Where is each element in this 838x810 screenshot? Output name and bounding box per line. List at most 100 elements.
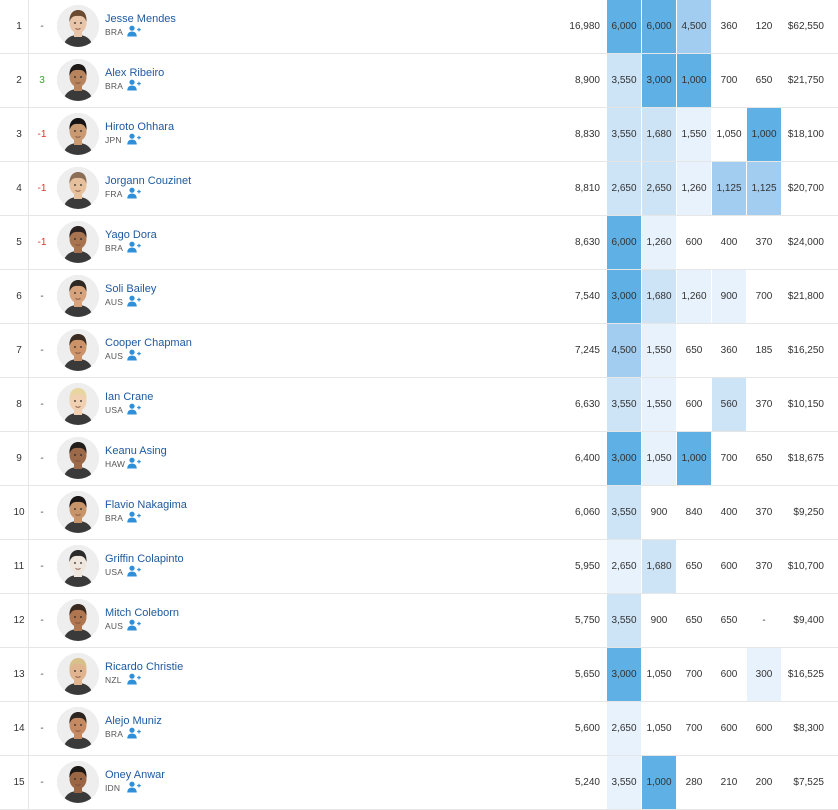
avatar[interactable] bbox=[57, 437, 99, 479]
total-points: 8,830 bbox=[574, 129, 600, 140]
avatar[interactable] bbox=[57, 167, 99, 209]
add-user-icon[interactable] bbox=[127, 349, 141, 361]
event-result-1: 3,550 bbox=[607, 594, 641, 647]
surfer-name-link[interactable]: Mitch Coleborn bbox=[105, 607, 179, 619]
surfer-portrait-icon bbox=[57, 653, 99, 695]
surfer-name-link[interactable]: Yago Dora bbox=[105, 229, 157, 241]
rank-number: 6 bbox=[16, 291, 22, 302]
table-row[interactable]: 3 -1 Hiroto Ohhara JPN 8,830 3,550 1,680 1,550 1… bbox=[0, 108, 838, 162]
avatar[interactable] bbox=[57, 653, 99, 695]
avatar[interactable] bbox=[57, 5, 99, 47]
table-row[interactable]: 4 -1 Jorgann Couzinet FRA 8,810 2,650 2,650 1,2… bbox=[0, 162, 838, 216]
total-points: 6,060 bbox=[574, 507, 600, 518]
column-divider bbox=[28, 108, 29, 161]
add-user-icon[interactable] bbox=[127, 727, 141, 739]
event-result-3: 600 bbox=[685, 399, 703, 410]
add-user-icon[interactable] bbox=[127, 25, 141, 37]
surfer-name-link[interactable]: Flavio Nakagima bbox=[105, 499, 187, 511]
event-result-3: 1,260 bbox=[677, 162, 711, 215]
event-result-1: 3,550 bbox=[607, 756, 641, 809]
event-result-2: 1,680 bbox=[642, 270, 676, 323]
table-row[interactable]: 6 - Soli Bailey AUS 7,540 3,000 1,680 1,260 900 7… bbox=[0, 270, 838, 324]
event-result-1: 3,550 bbox=[607, 378, 641, 431]
event-result-4: 700 bbox=[720, 453, 738, 464]
rank-number: 14 bbox=[13, 723, 25, 734]
table-row[interactable]: 1- Jesse Mendes BRA 16,980 6,000 6,000 4,500 36… bbox=[0, 0, 838, 54]
avatar[interactable] bbox=[57, 329, 99, 371]
event-result-1: 3,000 bbox=[607, 432, 641, 485]
rank-change: - bbox=[40, 615, 44, 626]
avatar[interactable] bbox=[57, 491, 99, 533]
table-row[interactable]: 13 - Ricardo Christie NZL 5,650 3,000 1,050 700… bbox=[0, 648, 838, 702]
add-user-icon[interactable] bbox=[127, 295, 141, 307]
avatar[interactable] bbox=[57, 113, 99, 155]
add-user-icon[interactable] bbox=[127, 673, 141, 685]
table-row[interactable]: 14 - Alejo Muniz BRA 5,600 2,650 1,050 700 600 60… bbox=[0, 702, 838, 756]
column-divider bbox=[28, 540, 29, 593]
rank-number: 2 bbox=[16, 75, 22, 86]
surfer-name-link[interactable]: Alex Ribeiro bbox=[105, 67, 165, 79]
surfer-name-link[interactable]: Jorgann Couzinet bbox=[105, 175, 192, 187]
event-result-2: 1,550 bbox=[642, 324, 676, 377]
surfer-portrait-icon bbox=[57, 167, 99, 209]
add-user-icon[interactable] bbox=[127, 403, 141, 415]
table-row[interactable]: 15 - Oney Anwar IDN 5,240 3,550 1,000 280 210 200… bbox=[0, 756, 838, 810]
surfer-name-link[interactable]: Ian Crane bbox=[105, 391, 154, 403]
event-result-1: 3,000 bbox=[607, 270, 641, 323]
table-row[interactable]: 2 3 Alex Ribeiro BRA 8,900 3,550 3,000 1,000 700… bbox=[0, 54, 838, 108]
table-row[interactable]: 12 - Mitch Coleborn AUS 5,750 3,550 900 650 650 -… bbox=[0, 594, 838, 648]
add-user-icon[interactable] bbox=[127, 565, 141, 577]
avatar[interactable] bbox=[57, 761, 99, 803]
rank-change: - bbox=[40, 399, 44, 410]
add-user-icon[interactable] bbox=[127, 133, 141, 145]
avatar[interactable] bbox=[57, 707, 99, 749]
table-row[interactable]: 11 - Griffin Colapinto USA 5,950 2,650 1,680 65… bbox=[0, 540, 838, 594]
prize-money: $16,250 bbox=[787, 345, 824, 356]
add-user-icon[interactable] bbox=[127, 781, 141, 793]
column-divider bbox=[28, 162, 29, 215]
surfer-name-link[interactable]: Cooper Chapman bbox=[105, 337, 192, 349]
total-points: 5,600 bbox=[574, 723, 600, 734]
surfer-name-link[interactable]: Oney Anwar bbox=[105, 769, 165, 781]
surfer-portrait-icon bbox=[57, 383, 99, 425]
surfer-name-link[interactable]: Griffin Colapinto bbox=[105, 553, 184, 565]
rank-number: 10 bbox=[13, 507, 25, 518]
add-user-icon[interactable] bbox=[127, 79, 141, 91]
table-row[interactable]: 8 - Ian Crane USA 6,630 3,550 1,550 600 560 370 $1… bbox=[0, 378, 838, 432]
avatar[interactable] bbox=[57, 275, 99, 317]
avatar[interactable] bbox=[57, 221, 99, 263]
event-result-4: 650 bbox=[720, 615, 738, 626]
rank-number: 13 bbox=[13, 669, 25, 680]
table-row[interactable]: 10 - Flavio Nakagima BRA 6,060 3,550 900 840 400… bbox=[0, 486, 838, 540]
event-result-2: 1,260 bbox=[642, 216, 676, 269]
surfer-name-link[interactable]: Jesse Mendes bbox=[105, 13, 176, 25]
add-user-icon[interactable] bbox=[127, 187, 141, 199]
table-row[interactable]: 7 - Cooper Chapman AUS 7,245 4,500 1,550 650 360… bbox=[0, 324, 838, 378]
surfer-name-link[interactable]: Ricardo Christie bbox=[105, 661, 184, 673]
event-result-2: 2,650 bbox=[642, 162, 676, 215]
add-user-icon[interactable] bbox=[127, 241, 141, 253]
total-points: 8,810 bbox=[574, 183, 600, 194]
avatar[interactable] bbox=[57, 59, 99, 101]
avatar[interactable] bbox=[57, 545, 99, 587]
table-row[interactable]: 5 -1 Yago Dora BRA 8,630 6,000 1,260 600 400 370 $… bbox=[0, 216, 838, 270]
event-result-5: 200 bbox=[755, 777, 773, 788]
surfer-portrait-icon bbox=[57, 113, 99, 155]
total-points: 7,540 bbox=[574, 291, 600, 302]
event-result-4: 360 bbox=[720, 345, 738, 356]
surfer-portrait-icon bbox=[57, 59, 99, 101]
event-result-2: 1,550 bbox=[642, 378, 676, 431]
surfer-name-link[interactable]: Soli Bailey bbox=[105, 283, 157, 295]
column-divider bbox=[28, 270, 29, 323]
add-user-icon[interactable] bbox=[127, 457, 141, 469]
rank-number: 15 bbox=[13, 777, 25, 788]
surfer-name-link[interactable]: Alejo Muniz bbox=[105, 715, 162, 727]
surfer-name-link[interactable]: Keanu Asing bbox=[105, 445, 167, 457]
table-row[interactable]: 9 - Keanu Asing HAW 6,400 3,000 1,050 1,000 700 6… bbox=[0, 432, 838, 486]
avatar[interactable] bbox=[57, 599, 99, 641]
surfer-name-link[interactable]: Hiroto Ohhara bbox=[105, 121, 175, 133]
event-result-4: 560 bbox=[712, 378, 746, 431]
avatar[interactable] bbox=[57, 383, 99, 425]
add-user-icon[interactable] bbox=[127, 619, 141, 631]
add-user-icon[interactable] bbox=[127, 511, 141, 523]
